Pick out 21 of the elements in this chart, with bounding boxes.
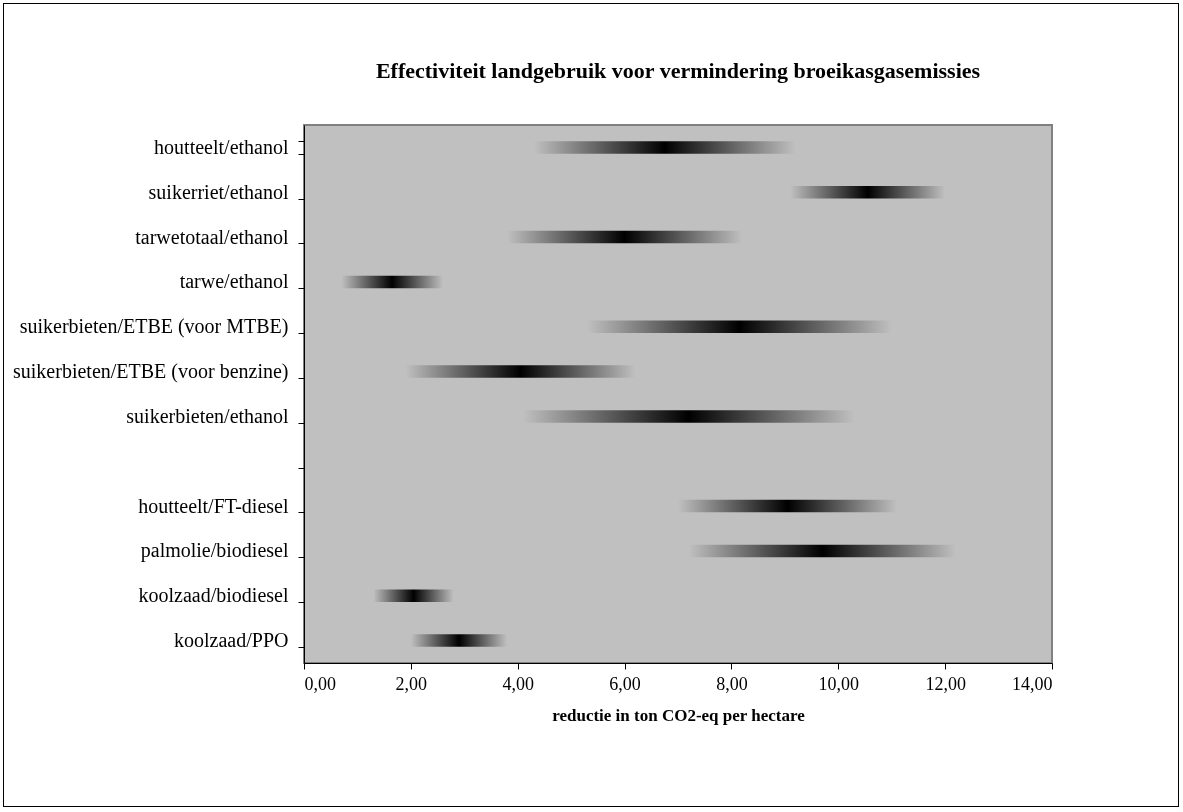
x-axis-title: reductie in ton CO2-eq per hectare — [552, 705, 806, 725]
chart-title: Effectiviteit landgebruik voor vermindering broeikasgasemissies — [375, 58, 981, 83]
y-tick-label: suikerbieten/ETBE (voor benzine) — [13, 360, 289, 384]
y-tick-label: tarwe/ethanol — [179, 270, 289, 293]
y-tick-label: houtteelt/FT-diesel — [138, 494, 289, 517]
x-tick-label: 4,00 — [502, 673, 534, 694]
y-tick-label: suikerriet/ethanol — [148, 180, 289, 203]
x-tick-label: 12,00 — [925, 673, 966, 694]
y-tick-label: koolzaad/biodiesel — [138, 584, 289, 607]
y-tick-label: tarwetotaal/ethanol — [135, 225, 289, 248]
y-tick-label: houtteelt/ethanol — [154, 135, 289, 158]
y-tick-label: koolzaad/PPO — [174, 629, 289, 652]
x-tick-label: 0,00 — [304, 673, 336, 694]
y-tick-label: suikerbieten/ETBE (voor MTBE) — [19, 315, 289, 339]
x-tick-label: 8,00 — [716, 673, 748, 694]
x-tick-label: 6,00 — [609, 673, 641, 694]
x-tick-label: 2,00 — [395, 673, 428, 694]
y-tick-label: palmolie/biodiesel — [140, 539, 289, 563]
y-tick-label: suikerbieten/ethanol — [126, 404, 289, 427]
x-tick-label: 10,00 — [818, 673, 860, 694]
x-tick-label: 14,00 — [1012, 673, 1053, 694]
